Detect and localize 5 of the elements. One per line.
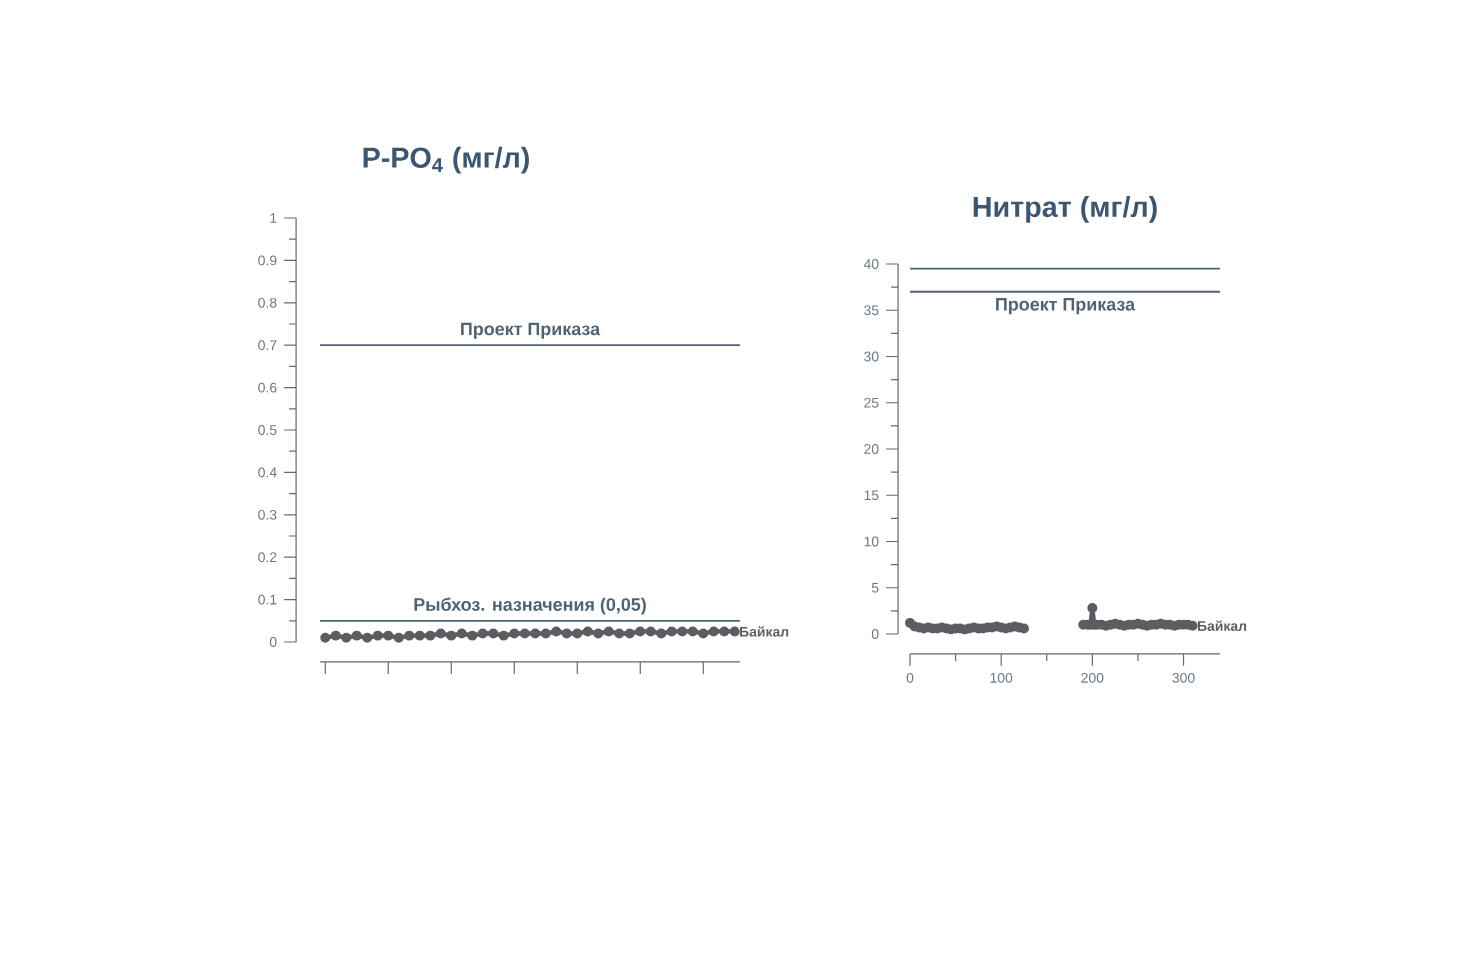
chart-title: P-PO$_{4}$ (мг/л) bbox=[363, 146, 529, 174]
ref-line-label: Проект Приказа bbox=[461, 322, 601, 339]
ref-line-label: Проект Приказа bbox=[996, 298, 1136, 315]
chart-title: Нитрат (мг/л) bbox=[973, 196, 1157, 223]
ref-line-label: Рыбхоз. назначения (0,05) bbox=[414, 597, 646, 615]
